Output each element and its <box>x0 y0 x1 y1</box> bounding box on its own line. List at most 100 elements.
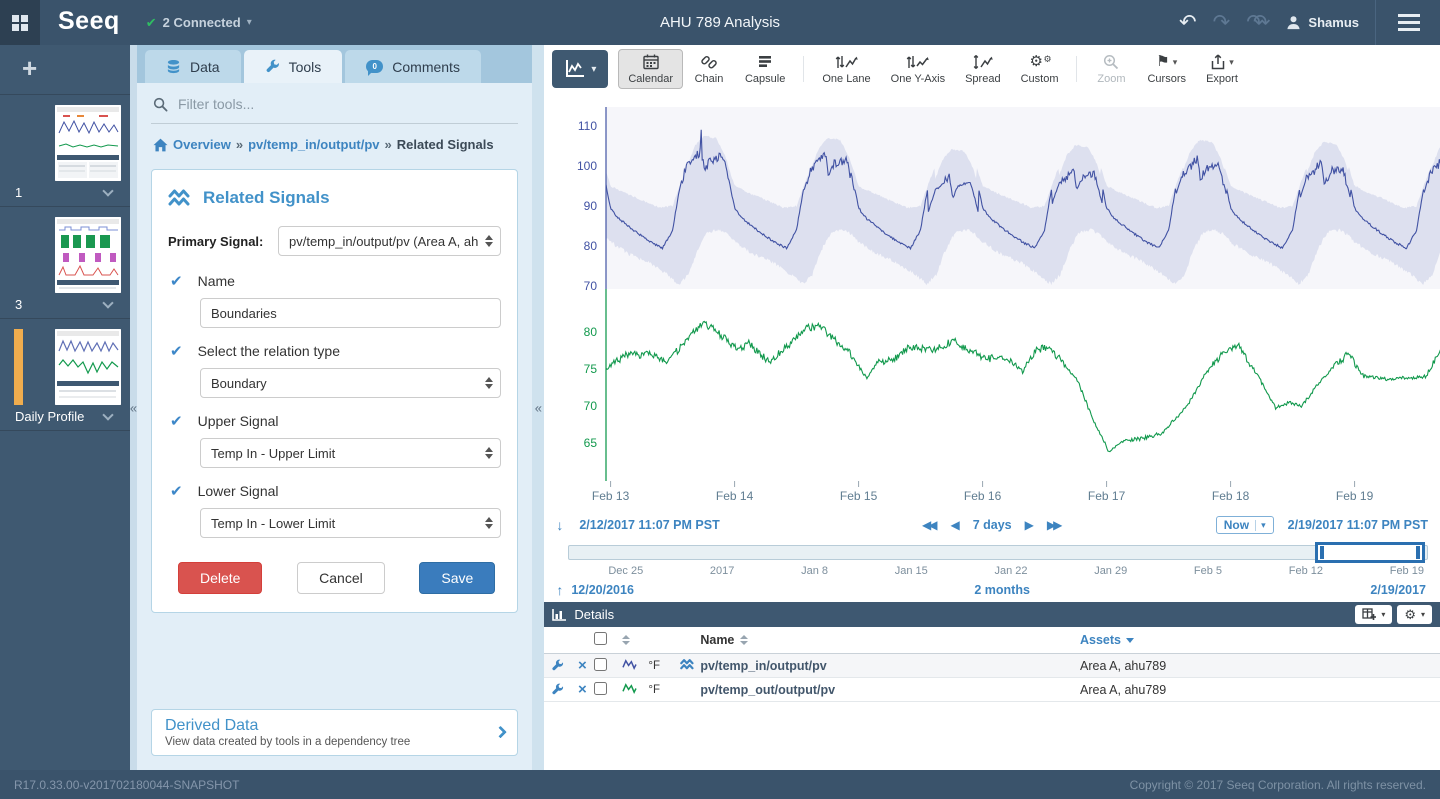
svg-text:Feb 13: Feb 13 <box>592 489 630 503</box>
signal-assets: Area A, ahu789 <box>1080 659 1440 673</box>
sort-icon[interactable] <box>622 635 648 645</box>
tab-tools[interactable]: Tools <box>244 50 343 83</box>
user-name: Shamus <box>1308 15 1359 30</box>
step-forward-half-icon[interactable]: ▶ <box>1025 518 1034 532</box>
item-tools-icon[interactable] <box>544 659 570 672</box>
connections-dropdown[interactable]: ✔ 2 Connected ▾ <box>146 15 252 31</box>
capsule-button[interactable]: Capsule <box>735 49 795 89</box>
step-back-full-icon[interactable]: ◀◀ <box>922 518 937 532</box>
worksheet-item-1[interactable]: 1 <box>0 95 130 207</box>
one-lane-icon <box>835 53 859 71</box>
signal-style-icon[interactable] <box>622 658 648 674</box>
range-start[interactable]: 2/12/2017 11:07 PM PST <box>579 518 719 532</box>
svg-text:100: 100 <box>577 159 597 173</box>
chevron-down-icon: ▾ <box>1381 610 1385 619</box>
investigate-end[interactable]: 2/19/2017 <box>1370 583 1426 597</box>
breadcrumb-signal-link[interactable]: pv/temp_in/output/pv <box>248 137 379 152</box>
zoom-button[interactable]: Zoom <box>1085 49 1137 89</box>
signal-name[interactable]: pv/temp_out/output/pv <box>700 683 1080 697</box>
save-button[interactable]: Save <box>419 562 495 594</box>
chevron-down-icon[interactable] <box>102 409 113 420</box>
details-title: Details <box>574 607 614 622</box>
sort-icon[interactable] <box>740 635 748 645</box>
export-button[interactable]: ▾ Export <box>1196 49 1248 89</box>
breadcrumb-overview-link[interactable]: Overview <box>173 137 231 152</box>
trend-chart[interactable]: 11010090807080757065Feb 13Feb 14Feb 15Fe… <box>544 93 1440 505</box>
range-end[interactable]: 2/19/2017 11:07 PM PST <box>1288 518 1428 532</box>
scrubber-track[interactable] <box>568 545 1428 560</box>
row-checkbox[interactable] <box>594 658 607 671</box>
user-menu[interactable]: Shamus <box>1286 15 1359 30</box>
signal-style-icon[interactable] <box>622 682 648 698</box>
worksheet-thumbnail[interactable] <box>55 105 121 181</box>
chevron-down-icon[interactable] <box>102 297 113 308</box>
scrubber-selection[interactable] <box>1315 542 1425 563</box>
upper-signal-label: Upper Signal <box>198 413 279 429</box>
one-y-axis-button[interactable]: One Y-Axis <box>881 49 955 89</box>
scrubber-tick: Feb 12 <box>1289 565 1323 577</box>
derived-data-panel[interactable]: Derived Data View data created by tools … <box>151 709 518 756</box>
tab-comments[interactable]: 0 Comments <box>345 50 481 83</box>
step-forward-full-icon[interactable]: ▶▶ <box>1047 518 1062 532</box>
app-grid-button[interactable] <box>0 0 40 45</box>
step-back-half-icon[interactable]: ◀ <box>950 518 959 532</box>
name-field-label: Name <box>198 273 235 289</box>
svg-text:90: 90 <box>584 199 598 213</box>
filter-tools-row <box>137 83 532 123</box>
item-tools-icon[interactable] <box>544 683 570 696</box>
range-start-icon: ↓ <box>556 517 563 533</box>
scrubber-tick: Jan 15 <box>895 565 928 577</box>
redo-icon[interactable]: ↷ <box>1213 12 1231 33</box>
primary-signal-select[interactable]: pv/temp_in/output/pv (Area A, ah <box>278 226 501 256</box>
toolbar-button-label: Chain <box>695 73 724 85</box>
svg-text:Feb 14: Feb 14 <box>716 489 754 503</box>
scrubber-handle-right[interactable] <box>1416 546 1420 559</box>
name-column-header[interactable]: Name <box>700 633 734 647</box>
range-duration[interactable]: 7 days <box>973 518 1012 532</box>
collapse-left-icon: « <box>130 400 137 415</box>
hamburger-menu-icon[interactable] <box>1398 21 1420 24</box>
details-row-temp-out[interactable]: × °F pv/temp_out/output/pv Area A, ahu78… <box>544 678 1440 702</box>
collapse-rail-gutter[interactable]: « <box>130 45 137 770</box>
select-all-checkbox[interactable] <box>594 632 607 645</box>
remove-item-icon[interactable]: × <box>570 658 594 673</box>
investigate-start[interactable]: 12/20/2016 <box>571 583 634 597</box>
worksheet-thumbnail[interactable] <box>55 217 121 293</box>
now-button[interactable]: Now ▾ <box>1216 516 1274 534</box>
tab-data[interactable]: Data <box>145 50 241 83</box>
remove-item-icon[interactable]: × <box>570 682 594 697</box>
custom-button[interactable]: ⚙⚙ Custom <box>1011 49 1069 89</box>
view-mode-button[interactable]: ▾ <box>552 50 608 88</box>
details-row-temp-in[interactable]: × °F pv/temp_in/output/pv Area A, ahu789 <box>544 654 1440 678</box>
one-lane-button[interactable]: One Lane <box>812 49 880 89</box>
flag-icon: ⚑ <box>1156 53 1169 71</box>
worksheet-item-3[interactable]: 3 <box>0 207 130 319</box>
cancel-button[interactable]: Cancel <box>297 562 385 594</box>
worksheet-item-daily-profile[interactable]: Daily Profile <box>0 319 130 431</box>
spread-button[interactable]: Spread <box>955 49 1010 89</box>
redo-all-icon[interactable]: ↷↷ <box>1246 12 1270 33</box>
chevron-down-icon[interactable] <box>102 185 113 196</box>
delete-button[interactable]: Delete <box>178 562 262 594</box>
details-columns-button[interactable]: ▾ <box>1355 605 1392 624</box>
name-input[interactable] <box>200 298 501 328</box>
new-worksheet-button[interactable]: + <box>0 45 130 95</box>
undo-icon[interactable]: ↶ <box>1179 12 1197 33</box>
collapse-panel-gutter[interactable]: « <box>532 45 544 770</box>
calendar-button[interactable]: Calendar <box>618 49 683 89</box>
upper-signal-select[interactable]: Temp In - Upper Limit <box>200 438 501 468</box>
lower-signal-select[interactable]: Temp In - Lower Limit <box>200 508 501 538</box>
calendar-icon <box>642 53 660 71</box>
assets-column-header[interactable]: Assets <box>1080 633 1121 647</box>
cursors-button[interactable]: ⚑▾ Cursors <box>1137 49 1196 89</box>
worksheet-thumbnail[interactable] <box>55 329 121 405</box>
details-settings-button[interactable]: ⚙ ▾ <box>1397 605 1432 624</box>
chevron-down-icon: ▾ <box>1229 57 1234 68</box>
row-checkbox[interactable] <box>594 682 607 695</box>
filter-tools-input[interactable] <box>178 96 516 112</box>
investigate-duration[interactable]: 2 months <box>634 583 1370 597</box>
relation-type-select[interactable]: Boundary <box>200 368 501 398</box>
chain-button[interactable]: Chain <box>683 49 735 89</box>
scrubber-handle-left[interactable] <box>1320 546 1324 559</box>
signal-name[interactable]: pv/temp_in/output/pv <box>700 659 1080 673</box>
